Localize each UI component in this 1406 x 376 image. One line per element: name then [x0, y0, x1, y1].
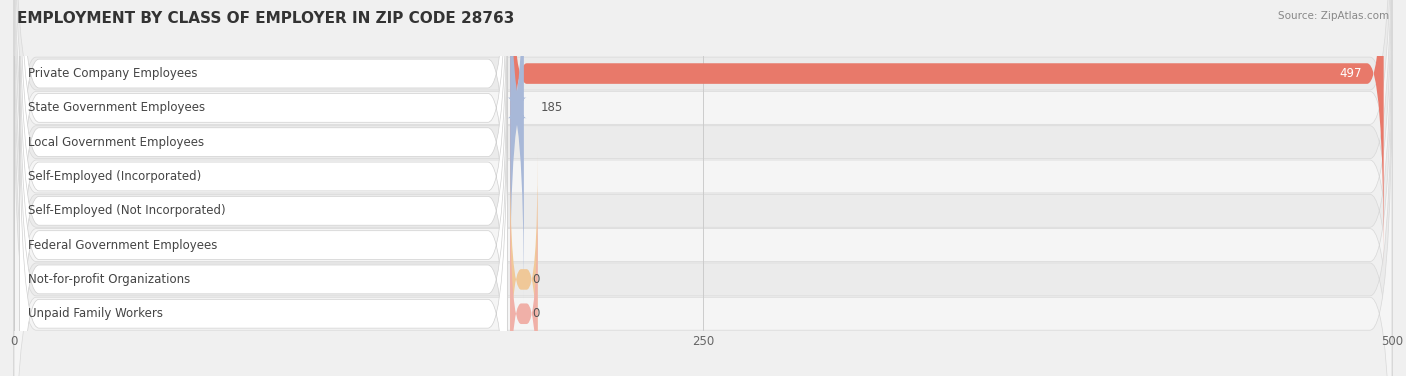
- FancyBboxPatch shape: [20, 0, 508, 368]
- Text: Source: ZipAtlas.com: Source: ZipAtlas.com: [1278, 11, 1389, 21]
- Text: Local Government Employees: Local Government Employees: [28, 136, 204, 149]
- Text: Private Company Employees: Private Company Employees: [28, 67, 197, 80]
- FancyBboxPatch shape: [14, 0, 1392, 376]
- Text: Federal Government Employees: Federal Government Employees: [28, 239, 217, 252]
- FancyBboxPatch shape: [20, 0, 508, 376]
- FancyBboxPatch shape: [510, 187, 537, 376]
- FancyBboxPatch shape: [14, 0, 1392, 376]
- FancyBboxPatch shape: [14, 0, 1392, 376]
- Text: EMPLOYMENT BY CLASS OF EMPLOYER IN ZIP CODE 28763: EMPLOYMENT BY CLASS OF EMPLOYER IN ZIP C…: [17, 11, 515, 26]
- Text: 0: 0: [531, 273, 540, 286]
- FancyBboxPatch shape: [510, 153, 537, 376]
- FancyBboxPatch shape: [14, 0, 1392, 366]
- FancyBboxPatch shape: [14, 0, 1392, 332]
- FancyBboxPatch shape: [510, 0, 1384, 269]
- FancyBboxPatch shape: [20, 0, 508, 334]
- Text: Unpaid Family Workers: Unpaid Family Workers: [28, 307, 163, 320]
- FancyBboxPatch shape: [508, 0, 527, 303]
- FancyBboxPatch shape: [20, 54, 508, 376]
- FancyBboxPatch shape: [20, 0, 508, 376]
- FancyBboxPatch shape: [20, 0, 508, 299]
- Text: 0: 0: [531, 307, 540, 320]
- FancyBboxPatch shape: [20, 19, 508, 376]
- Text: State Government Employees: State Government Employees: [28, 102, 205, 114]
- FancyBboxPatch shape: [14, 21, 1392, 376]
- FancyBboxPatch shape: [14, 56, 1392, 376]
- FancyBboxPatch shape: [14, 0, 1392, 376]
- Text: 185: 185: [540, 102, 562, 114]
- Text: 497: 497: [1339, 67, 1361, 80]
- Text: Self-Employed (Not Incorporated): Self-Employed (Not Incorporated): [28, 204, 225, 217]
- FancyBboxPatch shape: [20, 88, 508, 376]
- Text: Not-for-profit Organizations: Not-for-profit Organizations: [28, 273, 190, 286]
- Text: Self-Employed (Incorporated): Self-Employed (Incorporated): [28, 170, 201, 183]
